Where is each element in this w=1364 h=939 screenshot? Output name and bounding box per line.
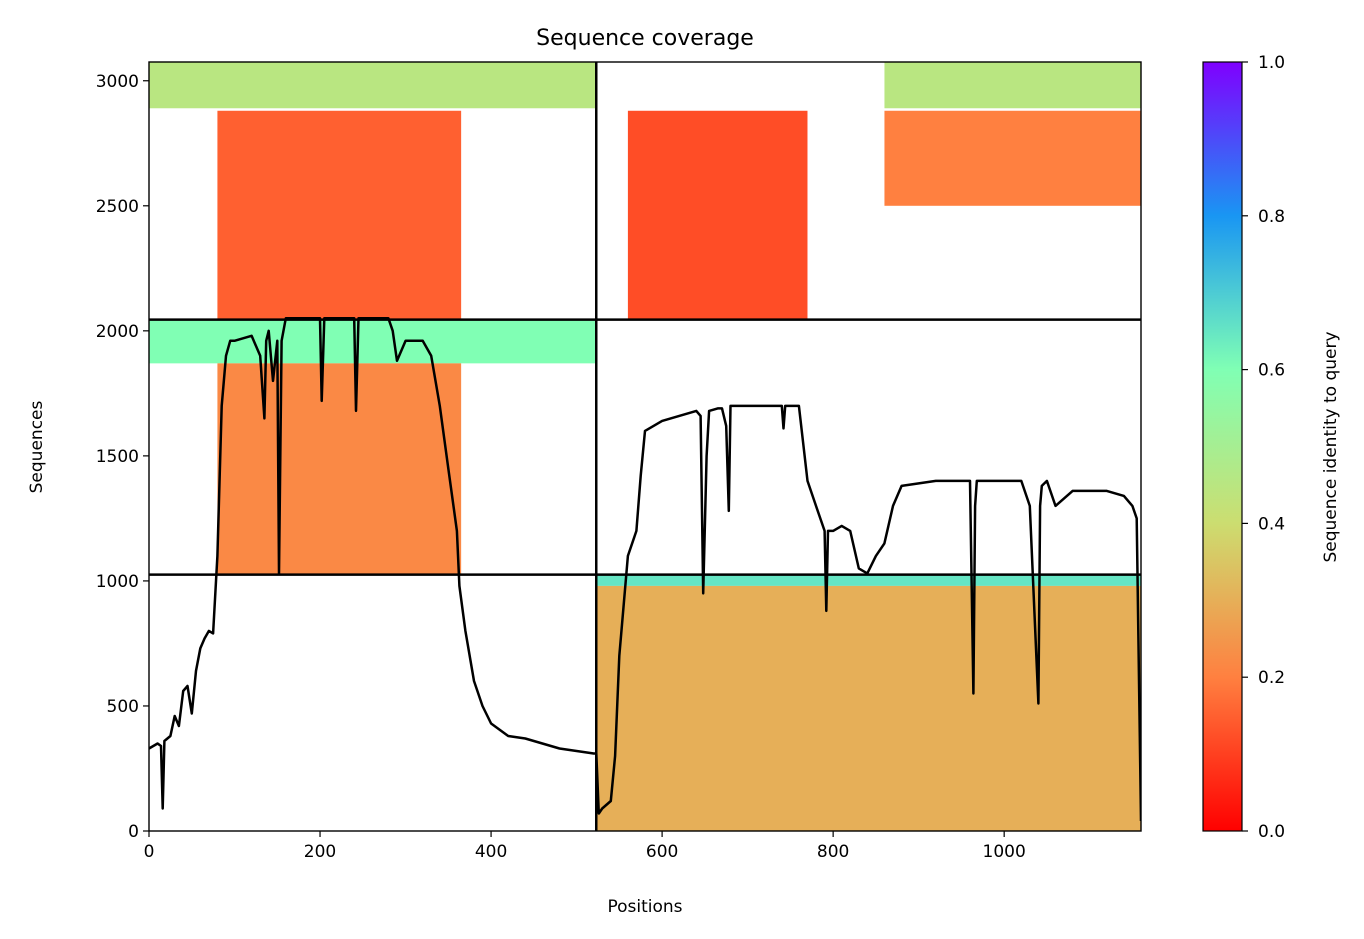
colorbar-label: Sequence identity to query [1321,331,1341,562]
x-tick-label: 200 [304,842,336,862]
x-tick-label: 800 [817,842,849,862]
coverage-block-7 [596,574,1141,586]
coverage-block-1 [217,110,462,320]
colorbar-ticks: 0.0 0.2 0.4 0.6 0.8 1.0 [1242,53,1285,842]
coverage-block-2 [149,319,597,364]
x-tick-label: 1000 [983,842,1026,862]
y-tick-label: 1500 [96,447,139,467]
x-tick-label: 400 [475,842,507,862]
coverage-block-4 [884,62,1141,109]
y-tick-label: 2500 [96,197,139,217]
coverage-line-0 [149,317,1141,822]
coverage-block-3 [217,363,462,575]
y-tick-label: 2000 [96,322,139,342]
x-tick-label: 0 [144,842,155,862]
coverage-block-8 [596,585,1141,831]
colorbar [1202,61,1243,832]
x-axis-ticks: 0 200 400 600 800 1000 [144,831,1026,862]
x-axis-label: Positions [607,897,682,917]
coverage-block-0 [149,62,597,109]
y-axis-label: Sequences [27,401,47,494]
y-axis-ticks: 0 500 1000 1500 2000 2500 3000 [96,72,149,842]
colorbar-tick-label: 0.4 [1258,514,1285,534]
colorbar-tick-label: 0.8 [1258,207,1285,227]
coverage-block-5 [627,110,808,320]
x-tick-label: 600 [646,842,678,862]
colorbar-tick-label: 0.2 [1258,668,1285,688]
coverage-line-layer [149,317,1141,822]
coverage-heatmap [149,62,1141,831]
y-tick-label: 0 [128,822,139,842]
coverage-block-6 [884,110,1141,206]
colorbar-tick-label: 1.0 [1258,53,1285,73]
y-tick-label: 500 [107,697,139,717]
colorbar-tick-label: 0.6 [1258,361,1285,381]
y-tick-label: 1000 [96,572,139,592]
y-tick-label: 3000 [96,72,139,92]
chart-title: Sequence coverage [536,26,754,51]
colorbar-tick-label: 0.0 [1258,822,1285,842]
plot-frame [148,61,1142,832]
